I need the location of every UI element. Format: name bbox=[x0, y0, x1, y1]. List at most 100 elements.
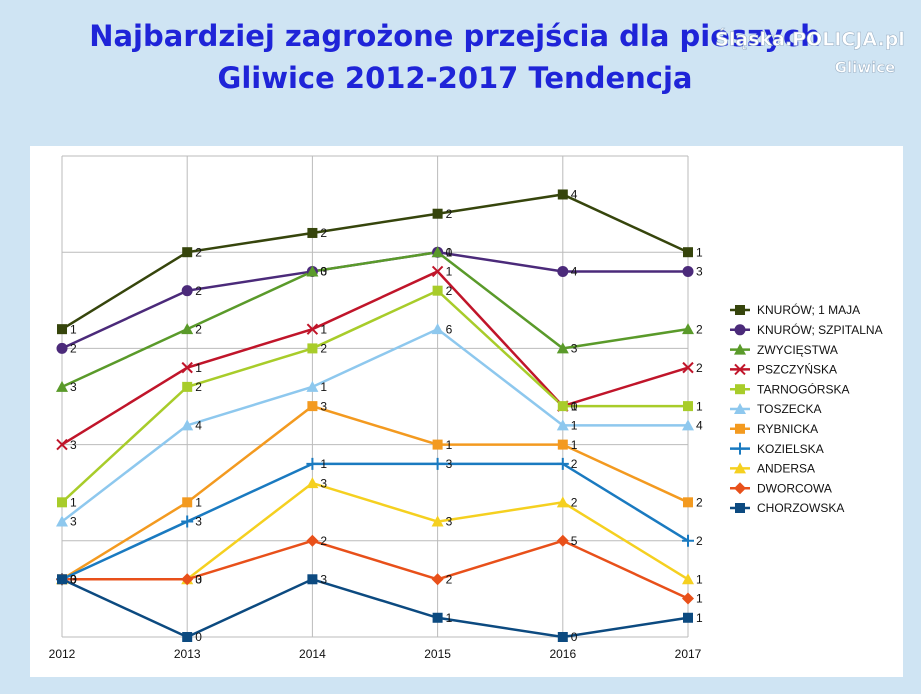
series-line bbox=[61, 404, 689, 581]
marker bbox=[682, 419, 694, 431]
data-label: 2 bbox=[195, 322, 202, 336]
x-tick-label: 2014 bbox=[299, 647, 326, 661]
marker bbox=[557, 401, 568, 412]
series-line bbox=[61, 289, 688, 504]
marker bbox=[682, 573, 694, 585]
data-label: 5 bbox=[571, 534, 578, 548]
data-label: 1 bbox=[446, 265, 453, 279]
marker bbox=[306, 380, 319, 392]
data-label: 3 bbox=[320, 399, 327, 413]
data-label: 0 bbox=[446, 245, 453, 259]
legend-label: KOZIELSKA bbox=[757, 442, 824, 456]
legend-label: PSZCZYŃSKA bbox=[757, 362, 837, 377]
series-line bbox=[61, 327, 688, 523]
data-label: 2 bbox=[696, 361, 703, 375]
data-label: 0 bbox=[70, 572, 77, 586]
series-line bbox=[61, 269, 689, 446]
marker bbox=[182, 497, 193, 508]
marker bbox=[734, 363, 746, 376]
marker bbox=[735, 384, 745, 395]
marker bbox=[735, 503, 745, 513]
marker bbox=[682, 323, 694, 335]
data-label: 1 bbox=[571, 419, 578, 433]
data-label: 0 bbox=[70, 572, 77, 586]
data-label: 1 bbox=[696, 245, 703, 259]
marker bbox=[57, 497, 67, 508]
marker bbox=[557, 632, 568, 642]
legend-label: DWORCOWA bbox=[757, 481, 832, 495]
data-label: 2 bbox=[320, 342, 327, 356]
data-label: 1 bbox=[195, 361, 202, 375]
marker bbox=[432, 439, 443, 450]
data-label: 1 bbox=[696, 399, 703, 413]
series-line bbox=[61, 250, 689, 389]
data-label: 2 bbox=[446, 207, 453, 221]
marker bbox=[307, 574, 318, 585]
marker bbox=[432, 612, 443, 623]
data-label: 0 bbox=[195, 572, 202, 586]
data-label: 2 bbox=[320, 226, 327, 240]
data-label: 4 bbox=[571, 265, 578, 279]
marker bbox=[431, 246, 444, 258]
marker bbox=[557, 439, 568, 450]
marker bbox=[557, 265, 569, 277]
marker bbox=[682, 534, 694, 547]
marker bbox=[556, 496, 569, 508]
marker bbox=[306, 477, 319, 489]
data-label: 3 bbox=[70, 438, 77, 452]
marker bbox=[307, 343, 318, 354]
data-label: 3 bbox=[446, 457, 453, 471]
legend-label: TOSZECKA bbox=[757, 402, 821, 416]
marker bbox=[57, 574, 67, 585]
data-label: 3 bbox=[195, 515, 202, 529]
marker bbox=[307, 227, 318, 238]
data-label: 0 bbox=[195, 630, 202, 644]
data-label: 0 bbox=[571, 630, 578, 644]
chart-panel bbox=[30, 146, 903, 677]
marker bbox=[682, 592, 694, 605]
marker bbox=[556, 534, 569, 547]
marker bbox=[682, 265, 694, 277]
data-label: 1 bbox=[70, 322, 77, 336]
data-label: 3 bbox=[70, 380, 77, 394]
data-label: 1 bbox=[195, 495, 202, 509]
data-label: 1 bbox=[70, 495, 77, 509]
marker bbox=[56, 438, 68, 451]
marker bbox=[57, 324, 67, 335]
marker bbox=[181, 361, 193, 374]
marker bbox=[306, 265, 319, 277]
data-label: 1 bbox=[446, 245, 453, 259]
series-line bbox=[61, 193, 689, 331]
marker bbox=[734, 442, 746, 455]
data-label: 1 bbox=[320, 380, 327, 394]
data-label: 1 bbox=[696, 611, 703, 625]
x-tick-label: 2016 bbox=[549, 647, 576, 661]
marker bbox=[682, 361, 694, 374]
chart-title: Najbardziej zagrożone przejścia dla pies… bbox=[89, 19, 821, 53]
legend-label: CHORZOWSKA bbox=[757, 501, 844, 515]
series-line bbox=[61, 577, 689, 639]
data-label: 1 bbox=[320, 322, 327, 336]
marker bbox=[734, 324, 746, 336]
marker bbox=[734, 343, 746, 355]
data-label: 3 bbox=[320, 265, 327, 279]
marker bbox=[557, 189, 568, 200]
legend-label: ANDERSA bbox=[757, 462, 815, 476]
marker bbox=[182, 632, 193, 642]
data-label: 0 bbox=[70, 572, 77, 586]
data-label: 3 bbox=[571, 342, 578, 356]
data-label: 3 bbox=[696, 265, 703, 279]
marker bbox=[556, 419, 569, 431]
marker bbox=[182, 381, 193, 392]
marker bbox=[431, 457, 444, 470]
marker bbox=[431, 323, 444, 335]
data-label: 3 bbox=[195, 572, 202, 586]
data-label: 1 bbox=[696, 572, 703, 586]
marker bbox=[56, 515, 68, 527]
series-line bbox=[61, 462, 689, 581]
series-line bbox=[62, 539, 689, 600]
watermark: Śląska.POLICJA.pl bbox=[715, 27, 905, 51]
marker bbox=[432, 208, 443, 219]
marker bbox=[431, 573, 444, 586]
